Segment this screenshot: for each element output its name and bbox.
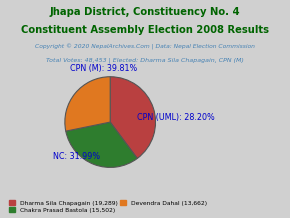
Text: Jhapa District, Constituency No. 4: Jhapa District, Constituency No. 4 xyxy=(50,7,240,17)
Text: Total Votes: 48,453 | Elected: Dharma Sila Chapagain, CPN (M): Total Votes: 48,453 | Elected: Dharma Si… xyxy=(46,58,244,63)
Text: Copyright © 2020 NepalArchives.Com | Data: Nepal Election Commission: Copyright © 2020 NepalArchives.Com | Dat… xyxy=(35,44,255,50)
Legend: Dharma Sila Chapagain (19,289), Chakra Prasad Bastola (15,502), Devendra Dahal (: Dharma Sila Chapagain (19,289), Chakra P… xyxy=(9,200,207,213)
Text: CPN (UML): 28.20%: CPN (UML): 28.20% xyxy=(137,113,215,122)
Wedge shape xyxy=(110,77,155,158)
Text: Constituent Assembly Election 2008 Results: Constituent Assembly Election 2008 Resul… xyxy=(21,25,269,35)
Wedge shape xyxy=(65,77,110,131)
Text: CPN (M): 39.81%: CPN (M): 39.81% xyxy=(70,64,137,73)
Wedge shape xyxy=(66,122,137,167)
Text: NC: 31.99%: NC: 31.99% xyxy=(52,152,100,161)
